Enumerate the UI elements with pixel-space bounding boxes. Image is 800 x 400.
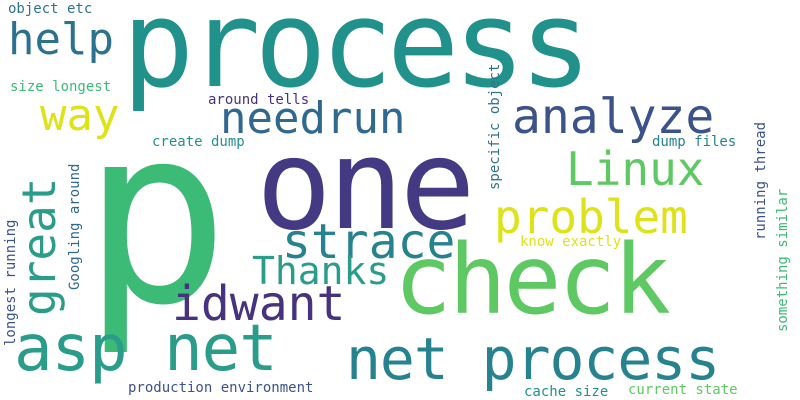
word-linux: Linux: [566, 142, 705, 196]
word-strace: strace: [282, 214, 456, 270]
word-specific-object: specific object: [487, 63, 503, 190]
word-problem: problem: [494, 190, 688, 244]
word-longest-running: longest running: [3, 219, 19, 346]
word-create-dump: create dump: [152, 134, 245, 150]
word-way: way: [40, 90, 120, 141]
word-net-process: net process: [346, 325, 720, 393]
word-process: process: [122, 0, 592, 115]
word-current-state: current state: [628, 382, 738, 398]
word-around-tells: around tells: [208, 92, 310, 108]
word-thanks: Thanks: [252, 249, 390, 293]
word-dump-files: dump files: [652, 134, 737, 150]
word-idwant: idwant: [172, 276, 346, 332]
word-production-environment: production environment: [128, 380, 314, 396]
word-cache-size: cache size: [524, 384, 609, 400]
word-check: check: [394, 224, 671, 336]
word-one: one: [256, 111, 476, 258]
word-p: p: [82, 74, 230, 359]
word-know-exactly: know exactly: [520, 234, 622, 250]
word-analyze: analyze: [512, 89, 715, 145]
word-asp-net: asp net: [14, 312, 278, 386]
word-googling-around: Googling around: [67, 163, 83, 290]
word-object-etc: object etc: [8, 1, 93, 17]
word-help: help: [8, 14, 114, 65]
word-running-thread: running thread: [753, 121, 769, 240]
word-size-longest: size longest: [10, 79, 112, 95]
word-needrun: needrun: [220, 93, 406, 144]
word-great: great: [12, 177, 66, 316]
word-something-similar: something similar: [775, 188, 791, 332]
